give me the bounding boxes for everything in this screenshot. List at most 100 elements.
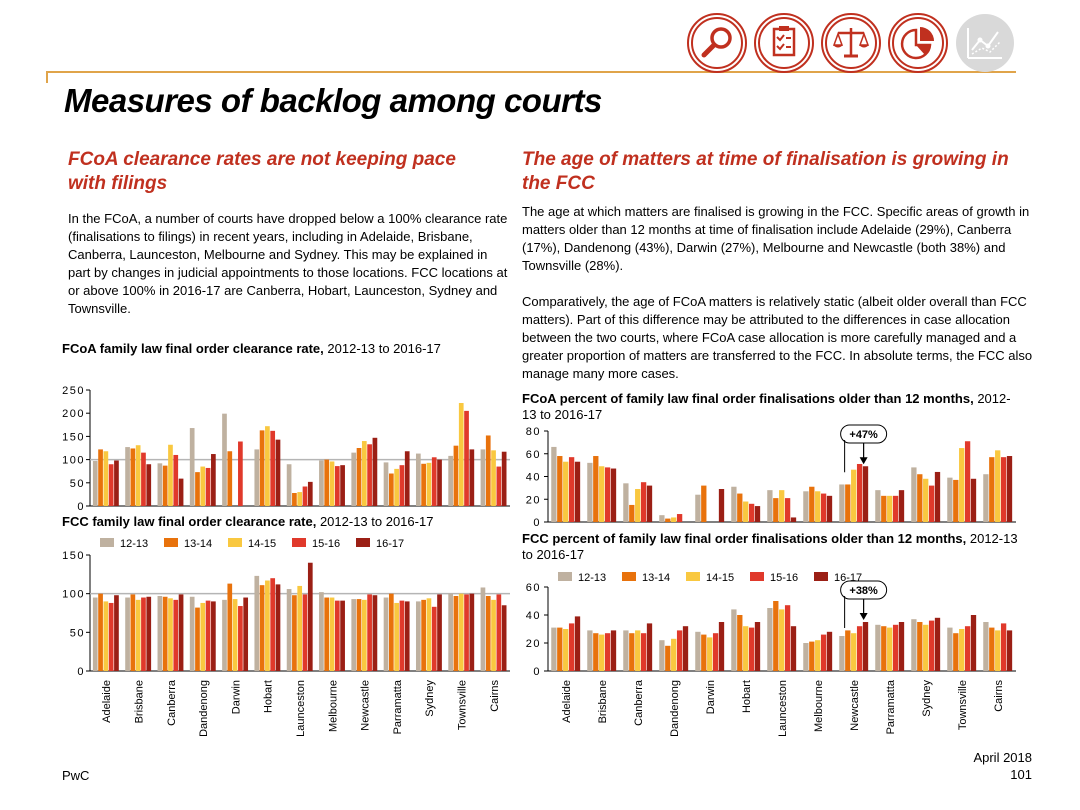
bar-brisbane-16-17 <box>610 630 617 671</box>
chart-title-fcoa-age: FCoA percent of family law final order f… <box>522 391 1012 423</box>
bar-melbourne-15-16 <box>820 634 827 671</box>
bar-dandenong-15-16 <box>676 630 683 671</box>
bar-sydney-15-16 <box>431 457 437 506</box>
bar-darwin-16-17 <box>243 597 249 671</box>
chart-title-bold: FCoA percent of family law final order f… <box>522 391 974 406</box>
bar-canberra-15-16 <box>173 454 179 506</box>
bar-melbourne-12-13 <box>319 460 324 506</box>
bar-dandenong-12-13 <box>659 640 665 671</box>
bar-melbourne-16-17 <box>340 600 345 671</box>
bar-canberra-16-17 <box>646 623 653 671</box>
bar-cairns-14-15 <box>995 630 1001 671</box>
bar-parramatta-14-15 <box>394 468 399 506</box>
bar-darwin-12-13 <box>695 494 701 522</box>
bar-adelaide-13-14 <box>98 593 103 671</box>
bar-melbourne-15-16 <box>334 466 340 506</box>
bar-melbourne-16-17 <box>826 631 833 671</box>
header-icons <box>687 13 1014 73</box>
chart-title-rest: 2012-13 to 2016-17 <box>522 391 1011 422</box>
bar-sydney-16-17 <box>934 471 941 522</box>
y-tick-label: 0 <box>533 666 541 678</box>
bar-townsville-13-14 <box>953 633 959 671</box>
bar-sydney-14-15 <box>426 462 432 506</box>
bar-newcastle-16-17 <box>862 622 869 671</box>
footer-brand: PwC <box>62 768 90 783</box>
bar-hobart-16-17 <box>754 506 761 522</box>
bar-newcastle-13-14 <box>356 448 362 506</box>
legend-swatch-12-13 <box>558 572 572 581</box>
x-label-melbourne: Melbourne <box>813 680 825 732</box>
bar-brisbane-14-15 <box>599 466 605 522</box>
bar-newcastle-13-14 <box>845 630 851 671</box>
x-label-dandenong: Dandenong <box>669 680 681 737</box>
x-label-sydney: Sydney <box>921 680 933 717</box>
bar-launceston-13-14 <box>292 595 297 671</box>
bar-brisbane-12-13 <box>587 462 593 522</box>
legend-swatch-16-17 <box>356 538 370 547</box>
bar-adelaide-16-17 <box>574 461 581 522</box>
x-label-darwin: Darwin <box>230 680 242 714</box>
bar-melbourne-15-16 <box>820 493 827 522</box>
bar-dandenong-13-14 <box>665 645 671 671</box>
bar-newcastle-15-16 <box>856 463 863 522</box>
bar-darwin-12-13 <box>222 599 227 671</box>
bar-launceston-12-13 <box>767 490 773 522</box>
y-tick-label: 50 <box>70 627 85 639</box>
x-label-sydney: Sydney <box>424 680 436 717</box>
right-subtitle: The age of matters at time of finalisati… <box>522 149 1009 194</box>
bar-hobart-16-17 <box>754 622 761 671</box>
bar-melbourne-16-17 <box>826 495 833 522</box>
left-subtitle: FCoA clearance rates are not keeping pac… <box>68 149 456 194</box>
bar-canberra-13-14 <box>162 596 168 671</box>
bar-brisbane-15-16 <box>141 597 146 671</box>
bar-darwin-14-15 <box>232 599 238 671</box>
bar-dandenong-13-14 <box>195 607 200 671</box>
bar-canberra-15-16 <box>173 599 179 671</box>
bar-launceston-14-15 <box>779 490 785 522</box>
x-label-canberra: Canberra <box>633 679 645 726</box>
bar-melbourne-13-14 <box>324 597 330 671</box>
bar-hobart-13-14 <box>259 585 265 671</box>
bar-launceston-14-15 <box>297 585 303 671</box>
bar-parramatta-12-13 <box>875 624 881 671</box>
x-label-parramatta: Parramatta <box>392 679 404 734</box>
legend-label-12-13: 12-13 <box>120 538 148 550</box>
magnifier-icon <box>687 13 747 73</box>
bar-darwin-12-13 <box>222 413 227 506</box>
bar-hobart-12-13 <box>731 609 737 671</box>
clipboard-icon <box>754 13 814 73</box>
right-body-2: Comparatively, the age of FCoA matters i… <box>522 294 1033 381</box>
bar-adelaide-15-16 <box>568 623 575 671</box>
bar-darwin-16-17 <box>718 489 725 522</box>
callout-label: +47% <box>849 429 878 441</box>
chart-title-fcc-clearance: FCC family law final order clearance rat… <box>62 514 532 530</box>
bar-hobart-12-13 <box>731 486 737 522</box>
bar-canberra-13-14 <box>629 504 635 522</box>
bar-townsville-16-17 <box>970 478 977 522</box>
bar-parramatta-16-17 <box>898 490 905 522</box>
bar-melbourne-13-14 <box>809 486 815 522</box>
bar-adelaide-15-16 <box>108 464 114 506</box>
bar-canberra-12-13 <box>157 595 163 671</box>
bar-hobart-16-17 <box>275 584 281 671</box>
bar-cairns-13-14 <box>989 627 995 671</box>
x-label-melbourne: Melbourne <box>327 680 339 732</box>
bar-melbourne-13-14 <box>809 641 815 671</box>
bar-brisbane-12-13 <box>587 630 593 671</box>
bar-adelaide-14-15 <box>103 601 109 671</box>
bar-sydney-15-16 <box>928 485 935 522</box>
bar-newcastle-16-17 <box>372 595 378 671</box>
y-tick-label: 150 <box>62 431 85 443</box>
bar-adelaide-13-14 <box>557 627 563 671</box>
bar-launceston-13-14 <box>773 601 779 671</box>
bar-brisbane-14-15 <box>599 634 605 671</box>
legend-swatch-13-14 <box>622 572 636 581</box>
bar-adelaide-16-17 <box>114 595 119 671</box>
bar-sydney-16-17 <box>437 594 442 671</box>
bar-brisbane-14-15 <box>135 599 141 671</box>
legend-swatch-14-15 <box>228 538 242 547</box>
bar-cairns-13-14 <box>989 457 995 522</box>
bar-parramatta-15-16 <box>399 465 405 506</box>
bar-launceston-14-15 <box>779 609 785 671</box>
